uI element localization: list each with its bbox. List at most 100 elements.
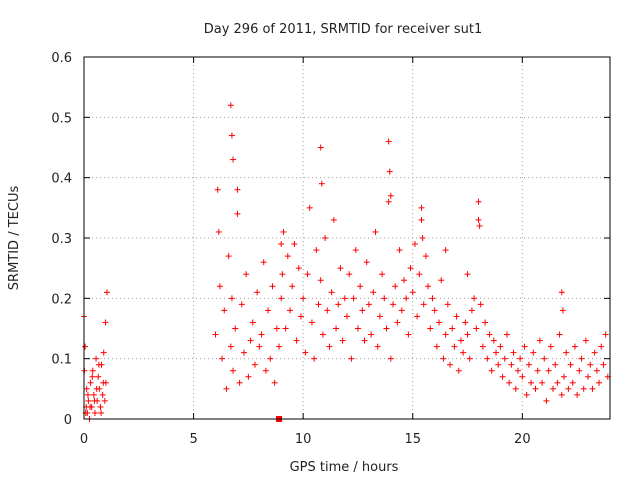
data-point <box>471 295 478 302</box>
data-point <box>523 391 530 398</box>
data-point <box>291 241 298 248</box>
data-point <box>234 210 241 217</box>
data-point <box>447 361 454 368</box>
data-point <box>396 247 403 254</box>
data-point <box>425 283 432 290</box>
data-point <box>227 343 234 350</box>
x-tick-label: 5 <box>189 432 197 447</box>
data-point <box>344 313 350 320</box>
data-point <box>587 361 594 368</box>
data-point <box>539 379 546 386</box>
data-point <box>532 385 539 392</box>
data-point <box>398 307 405 314</box>
data-point <box>247 337 254 344</box>
data-point <box>87 403 94 410</box>
data-point <box>85 397 92 404</box>
data-point <box>422 253 429 260</box>
data-point <box>386 168 393 175</box>
data-point <box>495 361 502 368</box>
data-point <box>569 379 576 386</box>
data-point <box>104 289 111 296</box>
data-point <box>249 319 256 326</box>
chart-title: Day 296 of 2011, SRMTID for receiver sut… <box>204 22 483 37</box>
data-point <box>464 331 471 338</box>
data-point <box>453 313 460 320</box>
data-point <box>400 277 407 284</box>
data-point <box>545 367 552 374</box>
data-point <box>442 247 449 254</box>
data-point <box>335 301 342 308</box>
data-point <box>387 192 394 199</box>
data-point <box>322 235 329 241</box>
data-point <box>449 325 456 332</box>
data-point <box>297 313 304 320</box>
data-point <box>565 385 572 392</box>
data-point <box>521 343 528 350</box>
data-point <box>473 325 480 332</box>
data-point <box>376 313 383 320</box>
data-point <box>563 349 570 356</box>
data-point <box>462 319 469 326</box>
data-point <box>82 343 89 350</box>
data-point <box>582 337 589 344</box>
data-point <box>525 361 532 368</box>
data-point <box>346 271 353 278</box>
x-axis-label: GPS time / hours <box>290 460 399 475</box>
data-point <box>534 367 541 374</box>
data-point <box>559 307 566 314</box>
data-point <box>383 325 390 332</box>
data-point <box>87 379 94 386</box>
y-tick-label: 0.3 <box>51 232 72 247</box>
data-point <box>368 331 375 338</box>
data-point <box>280 228 287 235</box>
data-point <box>267 355 274 362</box>
data-point <box>536 337 543 344</box>
data-point <box>99 391 106 398</box>
data-point <box>84 391 91 398</box>
data-point <box>234 186 241 193</box>
data-point <box>528 379 535 386</box>
data-point <box>254 289 261 296</box>
data-point <box>407 265 414 272</box>
data-point <box>91 409 98 416</box>
data-point <box>91 397 98 404</box>
data-point <box>93 385 100 392</box>
data-point <box>262 367 269 374</box>
data-point <box>598 343 605 350</box>
data-point <box>311 355 318 362</box>
data-point <box>372 228 379 235</box>
data-point <box>333 325 340 332</box>
ticks-layer <box>83 56 610 420</box>
data-point <box>308 319 315 326</box>
data-point <box>230 156 237 163</box>
data-point <box>602 331 609 338</box>
data-point <box>271 379 278 386</box>
data-point <box>100 379 107 386</box>
data-point <box>306 204 313 211</box>
data-point <box>503 331 510 338</box>
data-point <box>567 361 574 368</box>
data-point <box>418 216 425 223</box>
data-point <box>240 349 247 356</box>
data-point <box>363 259 370 266</box>
data-point <box>258 331 265 338</box>
data-point <box>580 385 587 392</box>
data-point <box>476 222 483 229</box>
data-point <box>438 277 445 284</box>
data-point <box>313 247 320 254</box>
data-point <box>392 283 399 290</box>
data-point <box>593 367 600 374</box>
data-point <box>315 301 322 308</box>
data-point <box>436 319 443 326</box>
data-point <box>289 283 296 290</box>
data-point <box>600 361 607 368</box>
data-point <box>379 271 386 278</box>
data-point <box>484 355 491 362</box>
data-point <box>216 283 223 290</box>
data-point <box>330 216 337 223</box>
data-point <box>477 301 484 308</box>
data-point <box>214 186 221 193</box>
data-point <box>251 361 258 368</box>
data-point <box>350 295 357 302</box>
data-point <box>479 343 486 350</box>
